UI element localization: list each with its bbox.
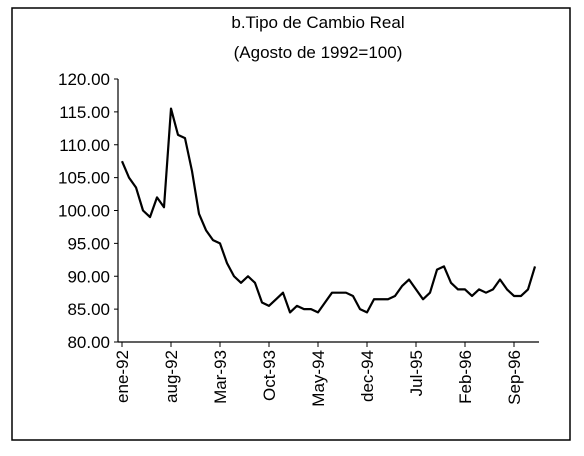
- x-tick-label: Sep-96: [505, 350, 524, 405]
- y-tick-label: 90.00: [67, 267, 110, 286]
- y-tick-label: 115.00: [59, 103, 110, 122]
- chart-subtitle: (Agosto de 1992=100): [234, 43, 403, 62]
- y-tick-label: 100.00: [58, 202, 110, 221]
- x-tick-label: dec-94: [358, 350, 377, 402]
- x-tick-label: Jul-95: [407, 350, 426, 396]
- x-tick-label: ene-92: [113, 350, 132, 403]
- frame: [11, 7, 571, 441]
- y-tick-label: 105.00: [58, 169, 110, 188]
- x-tick-label: aug-92: [162, 350, 181, 403]
- x-tick-label: May-94: [309, 350, 328, 407]
- x-tick-label: Oct-93: [260, 350, 279, 401]
- y-tick-label: 80.00: [67, 333, 110, 352]
- y-tick-label: 95.00: [67, 234, 110, 253]
- x-tick-label: Mar-93: [211, 350, 230, 404]
- y-tick-label: 120.00: [58, 70, 110, 89]
- chart-title: b.Tipo de Cambio Real: [231, 13, 404, 32]
- x-tick-label: Feb-96: [456, 350, 475, 404]
- line-series: [120, 107, 537, 314]
- y-tick-label: 110.00: [59, 136, 110, 155]
- y-tick-label: 85.00: [67, 300, 110, 319]
